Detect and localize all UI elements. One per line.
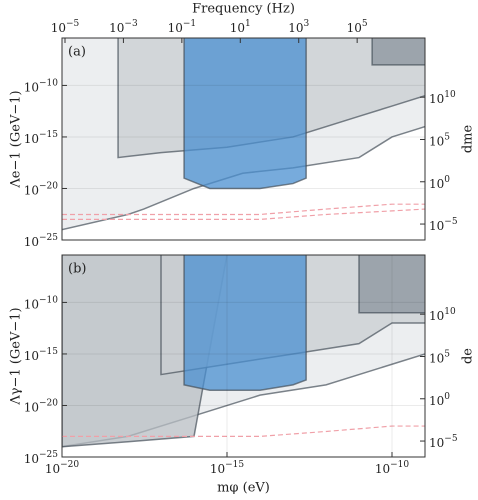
y2-axis-label: dme xyxy=(461,125,476,154)
region-boundary xyxy=(183,38,307,190)
x2-tick-label: 10−3 xyxy=(109,19,138,35)
projection-line xyxy=(62,203,425,216)
x2-tick-label: 101 xyxy=(230,19,251,35)
region-boundary xyxy=(183,255,307,392)
x2-tick-label: 103 xyxy=(288,19,309,35)
x2-tick-label: 105 xyxy=(347,19,368,35)
y2-tick-label: 105 xyxy=(429,349,450,365)
y-tick-label: 10−20 xyxy=(24,181,59,197)
y2-tick-label: 10−5 xyxy=(429,217,458,233)
projection-line xyxy=(62,425,425,437)
region-boundary xyxy=(371,38,425,66)
y2-tick-label: 10−5 xyxy=(429,434,458,450)
x-tick-label: 10−15 xyxy=(210,460,245,476)
exclusion-region xyxy=(184,255,307,391)
x-tick-label: 10−20 xyxy=(45,460,80,476)
panel-label: (a) xyxy=(68,45,86,60)
exclusion-region xyxy=(359,255,425,313)
y-tick-label: 10−15 xyxy=(24,129,59,145)
plot-area xyxy=(62,38,425,231)
x2-tick-label: 10−1 xyxy=(168,19,197,35)
y2-axis-label: de xyxy=(461,348,476,364)
y2-tick-label: 100 xyxy=(429,174,450,190)
x2-axis-label: Frequency (Hz) xyxy=(192,2,295,17)
y-tick-label: 10−25 xyxy=(24,233,59,249)
panel-label: (b) xyxy=(68,262,86,277)
y-tick-label: 10−10 xyxy=(24,78,59,94)
y2-tick-label: 100 xyxy=(429,391,450,407)
y-tick-label: 10−15 xyxy=(24,346,59,362)
y-axis-label: Λe−1 (GeV−1) xyxy=(9,90,24,188)
region-boundary xyxy=(358,255,425,314)
exclusion-region xyxy=(372,38,425,65)
y2-tick-label: 1010 xyxy=(429,307,456,323)
y-tick-label: 10−20 xyxy=(24,398,59,414)
plot-area xyxy=(62,255,425,448)
projection-line xyxy=(62,208,425,220)
y-axis-label: Λγ−1 (GeV−1) xyxy=(9,307,24,405)
x-tick-label: 10−10 xyxy=(375,460,410,476)
x2-tick-label: 10−5 xyxy=(51,19,80,35)
y-tick-label: 10−10 xyxy=(24,295,59,311)
x-axis-label: mφ (eV) xyxy=(217,481,270,496)
y2-tick-label: 1010 xyxy=(429,90,456,106)
exclusion-region xyxy=(184,38,307,189)
y2-tick-label: 105 xyxy=(429,132,450,148)
y-tick-label: 10−25 xyxy=(24,450,59,466)
